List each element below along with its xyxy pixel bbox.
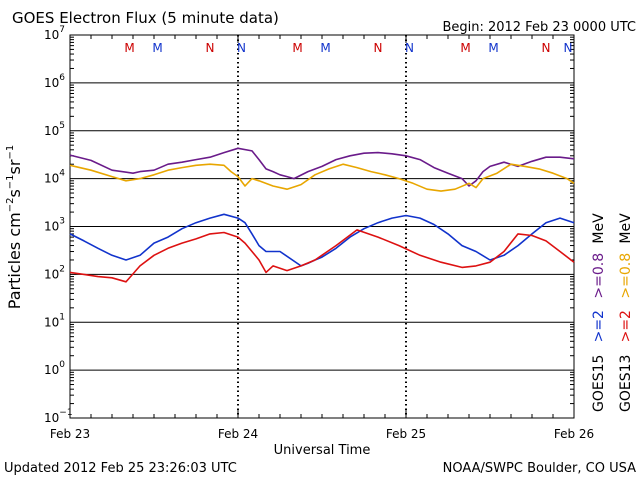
y-tick-exponent: 1 <box>59 312 65 322</box>
y-tick-label: 104 <box>44 169 65 186</box>
credit-text: NOAA/SWPC Boulder, CO USA <box>443 461 636 476</box>
y-tick-label: 100 <box>44 360 65 377</box>
series-group <box>69 147 575 283</box>
legend-unit: MeV <box>591 213 607 244</box>
series-line <box>69 229 575 283</box>
y-tick-base: 10 <box>44 28 59 42</box>
legend-unit: MeV <box>618 213 634 244</box>
ylabel-sup-2: −1 <box>5 174 16 189</box>
y-tick-exponent: −1 <box>59 408 72 418</box>
y-tick-label: 107 <box>44 25 65 42</box>
chart-title: GOES Electron Flux (5 minute data) <box>12 9 279 27</box>
legend-entry: >=2 <box>618 310 634 342</box>
local-time-marker: N <box>237 41 246 55</box>
local-time-marker: M <box>488 41 498 55</box>
legend-entry: >=0.8 <box>618 253 634 299</box>
ylabel-sup-1: −2 <box>5 198 16 213</box>
y-tick-label: 106 <box>44 73 65 90</box>
legend: GOES15 >=2 >=0.8 MeV GOES13 >=2 >=0.8 MeV <box>591 213 634 412</box>
legend-entry: >=0.8 <box>591 253 607 299</box>
series-line <box>69 147 575 187</box>
y-tick-label: 102 <box>44 264 65 281</box>
y-tick-label: 101 <box>44 312 65 329</box>
local-time-marker: N <box>564 41 573 55</box>
y-tick-base: 10 <box>44 315 59 329</box>
local-time-marker: M <box>460 41 470 55</box>
y-tick-exponent: 6 <box>59 73 65 83</box>
x-tick-labels: Feb 23 Feb 24 Feb 25 Feb 26 <box>50 427 594 441</box>
local-time-marker: N <box>542 41 551 55</box>
local-time-marker: M <box>152 41 162 55</box>
local-time-marker: M <box>124 41 134 55</box>
x-tick-label: Feb 23 <box>50 427 90 441</box>
ylabel-part-3: sr <box>5 159 24 174</box>
legend-entry: >=2 <box>591 310 607 342</box>
y-tick-label: 105 <box>44 121 65 138</box>
local-time-marker: N <box>374 41 383 55</box>
y-tick-base: 10 <box>44 267 59 281</box>
y-tick-base: 10 <box>44 220 59 234</box>
y-tick-exponent: 2 <box>59 264 65 274</box>
x-axis-label: Universal Time <box>274 443 371 458</box>
legend-entry: GOES15 <box>591 355 607 412</box>
local-time-marker: M <box>320 41 330 55</box>
legend-entry: GOES13 <box>618 355 634 412</box>
y-axis-label: Particles cm−2s−1sr−1 <box>5 145 24 309</box>
local-time-marker: M <box>292 41 302 55</box>
ylabel-part-1: Particles cm <box>5 212 24 309</box>
y-tick-exponent: 0 <box>59 360 65 370</box>
x-tick-label: Feb 25 <box>386 427 426 441</box>
y-tick-base: 10 <box>44 411 59 425</box>
y-tick-base: 10 <box>44 76 59 90</box>
y-tick-exponent: 4 <box>59 169 65 179</box>
begin-time: Begin: 2012 Feb 23 0000 UTC <box>442 20 636 35</box>
series-line <box>69 213 575 267</box>
local-time-marker: N <box>206 41 215 55</box>
y-tick-label: 103 <box>44 217 65 234</box>
y-tick-exponent: 5 <box>59 121 65 131</box>
day-dividers <box>237 35 407 418</box>
y-tick-base: 10 <box>44 363 59 377</box>
series-line <box>69 163 575 192</box>
legend-column: GOES15 >=2 >=0.8 MeV <box>591 213 607 412</box>
legend-column: GOES13 >=2 >=0.8 MeV <box>618 213 634 412</box>
x-tick-label: Feb 24 <box>218 427 258 441</box>
y-tick-base: 10 <box>44 172 59 186</box>
y-tick-exponent: 7 <box>59 25 65 35</box>
y-tick-exponent: 3 <box>59 217 65 227</box>
ylabel-sup-3: −1 <box>5 145 16 160</box>
y-tick-base: 10 <box>44 124 59 138</box>
ylabel-part-2: s <box>5 189 24 197</box>
x-tick-label: Feb 26 <box>554 427 594 441</box>
y-axis-label-text: Particles cm−2s−1sr−1 <box>5 145 24 309</box>
y-tick-label: 10−1 <box>44 408 73 425</box>
updated-timestamp: Updated 2012 Feb 25 23:26:03 UTC <box>4 461 237 476</box>
local-time-marker: N <box>405 41 414 55</box>
